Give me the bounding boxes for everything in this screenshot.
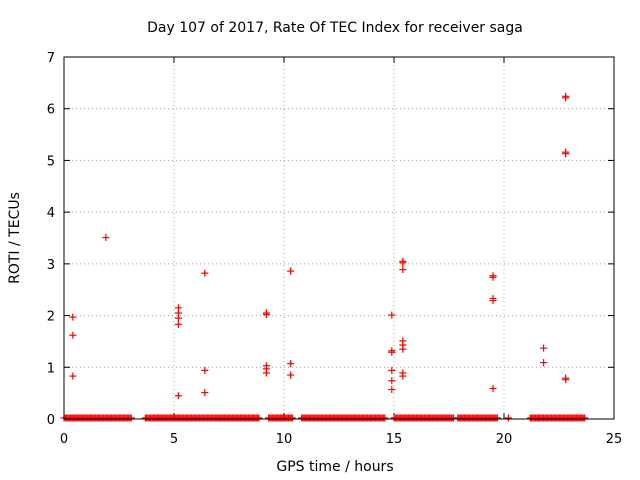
x-tick-label: 20 (496, 432, 513, 447)
y-tick-label: 6 (47, 103, 55, 118)
data-point (201, 269, 209, 277)
data-point (69, 372, 77, 380)
data-point (562, 376, 570, 384)
data-point (174, 320, 182, 328)
baseline-point (581, 414, 589, 422)
y-axis-label: ROTI / TECUs (7, 192, 23, 284)
data-point (489, 384, 497, 392)
data-point (287, 267, 295, 275)
data-point (489, 297, 497, 305)
y-tick-label: 0 (47, 413, 55, 428)
data-point (388, 311, 396, 319)
x-tick-label: 0 (60, 432, 68, 447)
data-point (540, 359, 548, 367)
data-point (540, 344, 548, 352)
x-tick-label: 5 (170, 432, 178, 447)
x-tick-label: 10 (276, 432, 293, 447)
data-point (69, 331, 77, 339)
data-point (388, 386, 396, 394)
data-point (399, 259, 407, 267)
baseline-point (288, 414, 296, 422)
y-tick-label: 3 (47, 258, 55, 273)
baseline-point (493, 414, 501, 422)
data-point (388, 366, 396, 374)
data-point (262, 369, 270, 377)
data-point (388, 348, 396, 356)
x-tick-label: 25 (606, 432, 623, 447)
x-axis-label: GPS time / hours (276, 459, 393, 475)
baseline-point (381, 414, 389, 422)
data-point (399, 266, 407, 274)
plot-frame (63, 56, 615, 420)
data-point (399, 345, 407, 353)
data-point (504, 414, 512, 422)
data-point (562, 150, 570, 158)
y-tick-label: 5 (47, 154, 55, 169)
x-tick-label: 15 (386, 432, 403, 447)
data-point (69, 313, 77, 321)
chart-title: Day 107 of 2017, Rate Of TEC Index for r… (147, 20, 523, 36)
y-tick-label: 1 (47, 361, 55, 376)
data-point (174, 392, 182, 400)
axis-ticks: 0 5 10 15 20 25 0 1 2 3 4 5 6 7 (47, 51, 623, 447)
data-point (262, 311, 270, 319)
baseline-point (255, 414, 263, 422)
data-point (562, 94, 570, 102)
data-point (102, 233, 110, 241)
y-tick-label: 4 (47, 206, 55, 221)
grid-lines (64, 57, 614, 419)
data-point (399, 372, 407, 380)
data-point (201, 389, 209, 397)
data-points (60, 92, 589, 422)
data-point (287, 371, 295, 379)
y-tick-label: 2 (47, 310, 55, 325)
data-point (201, 366, 209, 374)
y-tick-label: 7 (47, 51, 55, 66)
data-point (489, 273, 497, 281)
data-point (174, 314, 182, 322)
data-point (287, 360, 295, 368)
baseline-point (127, 414, 135, 422)
data-point (388, 377, 396, 385)
